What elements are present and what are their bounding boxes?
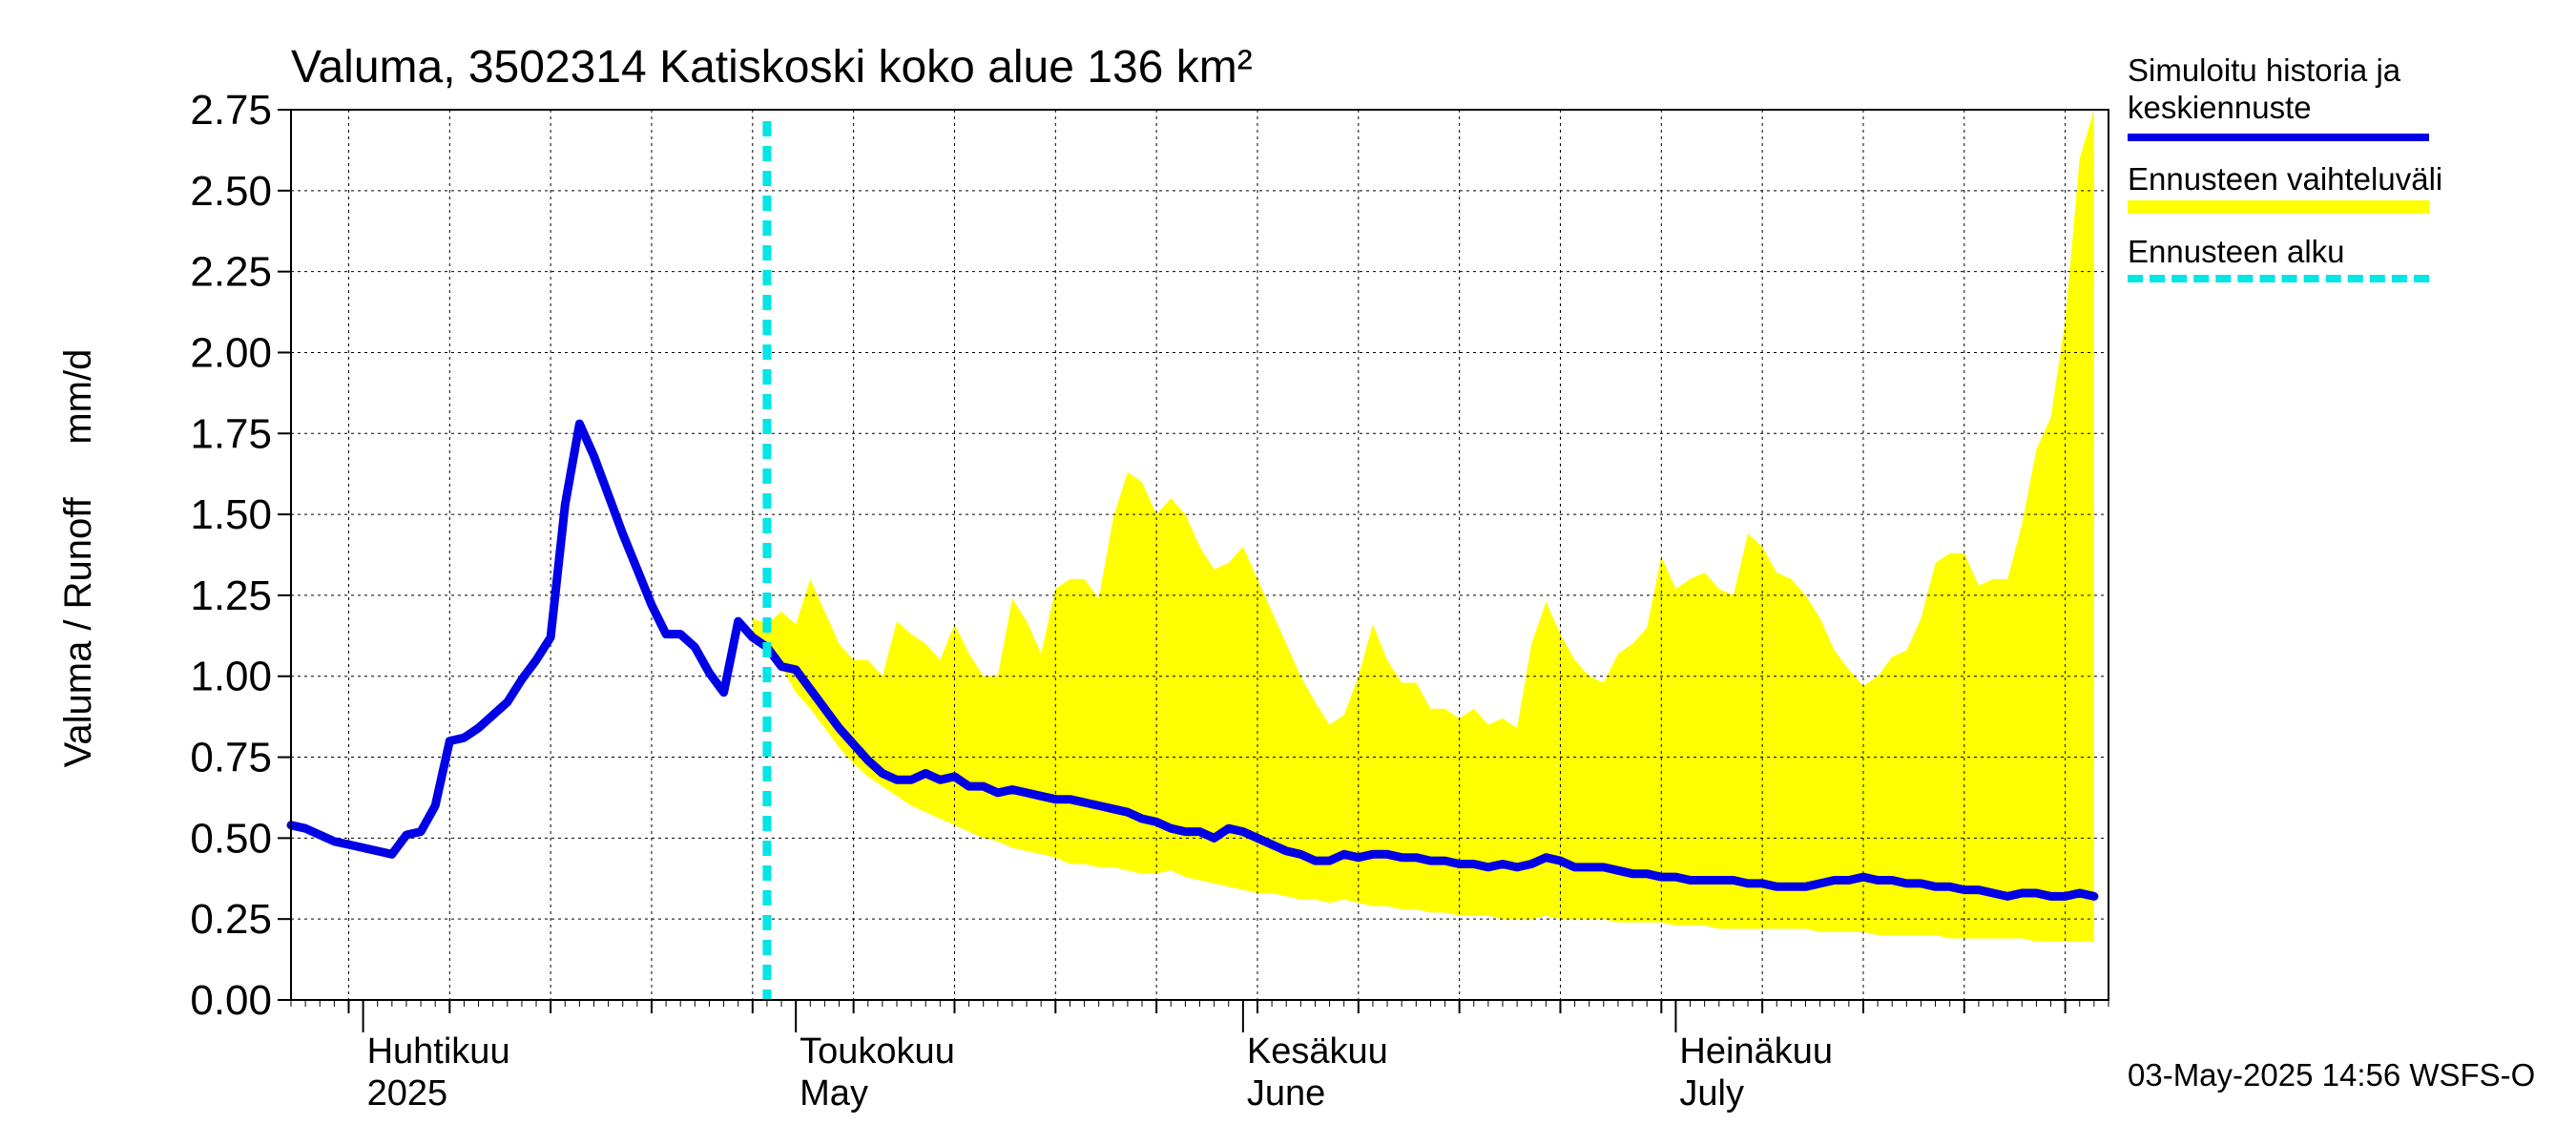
y-tick-label: 0.50 xyxy=(190,815,272,862)
y-tick-label: 1.25 xyxy=(190,572,272,619)
legend-start-label: Ennusteen alku xyxy=(2128,234,2345,269)
history-series xyxy=(286,419,2099,901)
grid xyxy=(291,110,2109,1000)
y-tick-label: 2.50 xyxy=(190,168,272,215)
y-tick-label: 0.25 xyxy=(190,896,272,943)
range-band-area xyxy=(752,110,2094,942)
month-sublabel: June xyxy=(1247,1073,1325,1114)
y-tick-label: 0.00 xyxy=(190,977,272,1024)
forecast-range-band xyxy=(752,110,2094,942)
legend-range-label: Ennusteen vaihteluväli xyxy=(2128,161,2443,197)
y-tick-label: 2.75 xyxy=(190,87,272,134)
y-tick-label: 1.75 xyxy=(190,410,272,457)
month-label: Toukokuu xyxy=(800,1031,955,1072)
legend-history-label-2: keskiennuste xyxy=(2128,90,2312,125)
timestamp-footer: 03-May-2025 14:56 WSFS-O xyxy=(2128,1057,2536,1093)
y-tick-label: 1.00 xyxy=(190,654,272,700)
month-label: Heinäkuu xyxy=(1679,1031,1833,1072)
legend-start-swatch xyxy=(2128,275,2429,282)
month-sublabel: July xyxy=(1679,1073,1744,1114)
month-label: Huhtikuu xyxy=(367,1031,510,1072)
legend-range-swatch xyxy=(2128,200,2429,214)
month-label: Kesäkuu xyxy=(1247,1031,1388,1072)
plot-frame xyxy=(290,109,2109,1001)
y-tick-label: 2.25 xyxy=(190,249,272,296)
y-tick-label: 1.50 xyxy=(190,491,272,538)
legend-history-swatch xyxy=(2128,134,2429,141)
axes: 0.00 0.25 0.50 0.75 1.00 1.25 1.50 1.75 2.00 2.25… xyxy=(190,87,2109,1114)
history-line xyxy=(286,419,2099,901)
chart-title: Valuma, 3502314 Katiskoski koko alue 136… xyxy=(291,42,1253,93)
month-sublabel: 2025 xyxy=(367,1073,448,1114)
month-sublabel: May xyxy=(800,1073,868,1114)
y-tick-label: 2.00 xyxy=(190,329,272,376)
legend-history-label-1: Simuloitu historia ja xyxy=(2128,52,2401,88)
y-axis-label: Valuma / Runoff mm/d xyxy=(57,349,99,768)
y-tick-label: 0.75 xyxy=(190,735,272,781)
